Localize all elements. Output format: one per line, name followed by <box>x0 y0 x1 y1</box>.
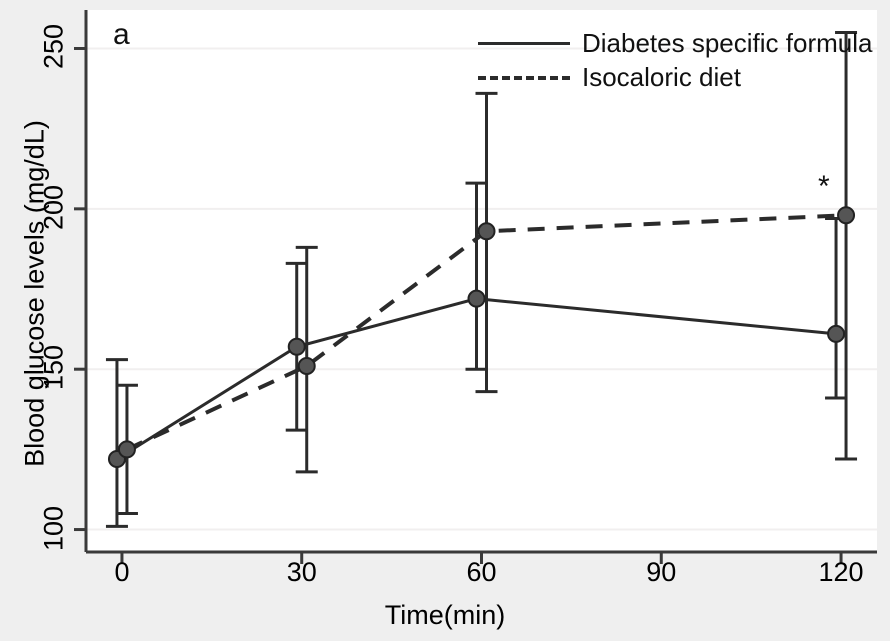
x-axis-tick-label: 60 <box>466 557 497 587</box>
series-markers <box>107 206 856 468</box>
panel-label: a <box>113 18 130 51</box>
legend-line-sample-solid <box>478 42 570 45</box>
chart-legend: Diabetes specific formula Isocaloric die… <box>478 28 878 96</box>
y-axis-tick-label: 250 <box>38 24 69 70</box>
legend-label: Diabetes specific formula <box>582 28 873 58</box>
series-lines <box>116 213 847 461</box>
legend-item-isocaloric-diet: Isocaloric diet <box>478 62 878 96</box>
x-axis-tick-label: 90 <box>646 557 677 587</box>
legend-item-diabetes-specific-formula: Diabetes specific formula <box>478 28 878 62</box>
y-axis-tick-label: 100 <box>38 505 69 551</box>
x-axis-tick-label: 120 <box>818 557 864 587</box>
x-axis-tick-label: 30 <box>286 557 317 587</box>
y-axis-tick-label: 150 <box>38 345 69 391</box>
y-axis-tick-label: 200 <box>38 184 69 230</box>
x-axis-title: Time(min) <box>384 600 506 630</box>
axis-ticks <box>74 46 843 564</box>
legend-line-sample-dashed <box>478 76 570 80</box>
significance-asterisk: * <box>818 170 830 203</box>
legend-label: Isocaloric diet <box>582 62 741 92</box>
plot-background <box>86 10 877 552</box>
x-axis-tick-label: 0 <box>114 557 130 587</box>
